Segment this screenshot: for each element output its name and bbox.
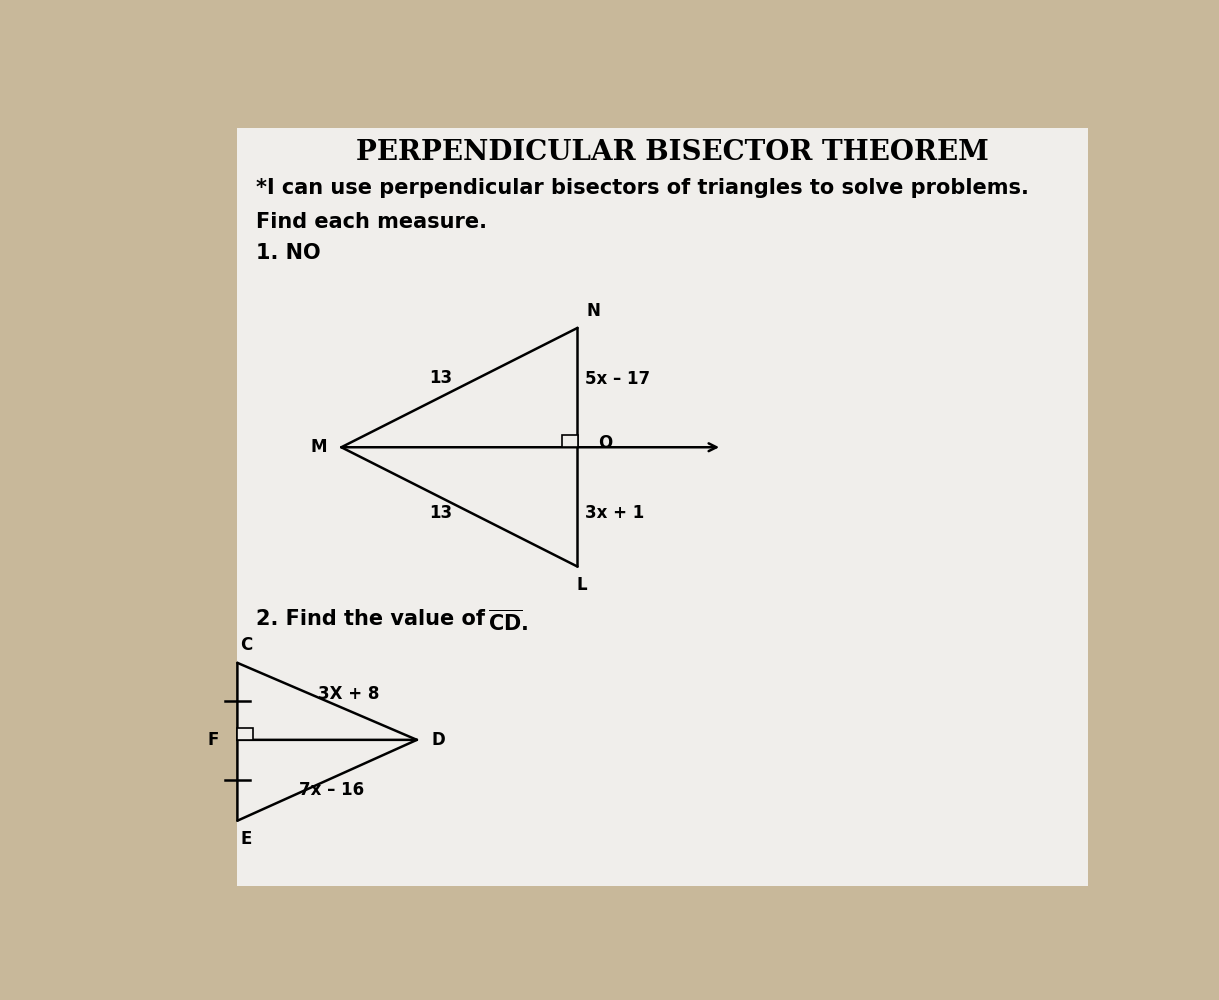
Text: *I can use perpendicular bisectors of triangles to solve problems.: *I can use perpendicular bisectors of tr… (256, 178, 1029, 198)
Text: F: F (207, 731, 218, 749)
Text: PERPENDICULAR BISECTOR THEOREM: PERPENDICULAR BISECTOR THEOREM (356, 139, 989, 166)
Text: O: O (599, 434, 612, 452)
Text: 3x + 1: 3x + 1 (585, 504, 645, 522)
Text: 1. NO: 1. NO (256, 243, 321, 263)
FancyBboxPatch shape (238, 128, 1087, 886)
Text: M: M (311, 438, 327, 456)
Text: L: L (577, 576, 588, 594)
Text: 2. Find the value of: 2. Find the value of (256, 609, 492, 629)
Text: 7x – 16: 7x – 16 (299, 781, 364, 799)
Text: 3X + 8: 3X + 8 (318, 685, 379, 703)
Bar (562, 435, 578, 447)
FancyBboxPatch shape (238, 128, 1087, 886)
Text: E: E (240, 830, 251, 848)
Text: 13: 13 (429, 504, 452, 522)
Bar (238, 728, 252, 740)
Text: N: N (588, 302, 601, 320)
Text: 5x – 17: 5x – 17 (585, 370, 650, 388)
Text: $\overline{\mathbf{CD}}$.: $\overline{\mathbf{CD}}$. (488, 609, 528, 634)
Text: 13: 13 (429, 369, 452, 387)
Text: C: C (240, 636, 252, 654)
Text: D: D (432, 731, 445, 749)
Text: Find each measure.: Find each measure. (256, 212, 488, 232)
